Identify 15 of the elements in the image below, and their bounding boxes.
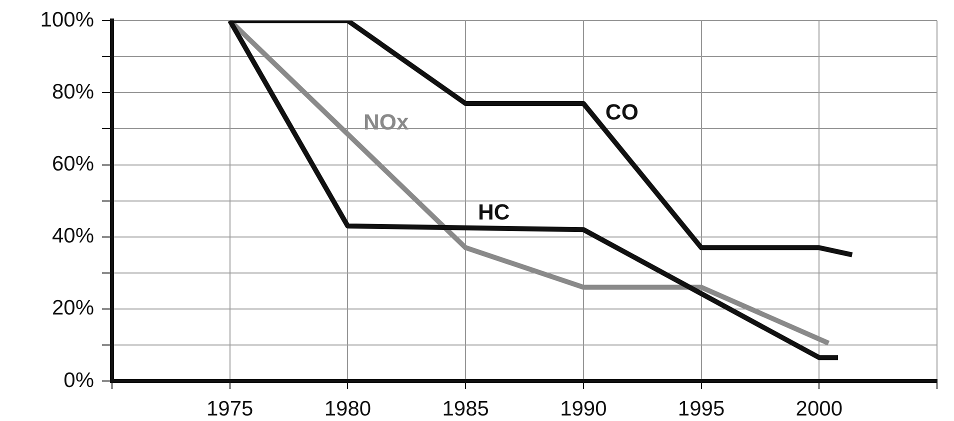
y-tick-label: 60% [52, 152, 94, 176]
x-tick-label: 1985 [442, 397, 489, 420]
x-tick-label: 1975 [206, 397, 254, 420]
x-tick-label: 1980 [324, 397, 372, 420]
x-tick-label: 1995 [678, 397, 725, 420]
x-tick-label: 2000 [796, 397, 842, 420]
y-tick-label: 80% [52, 80, 94, 104]
y-tick-label: 20% [52, 296, 94, 320]
series-label: NOx [364, 110, 410, 135]
series-label: HC [478, 199, 510, 224]
y-tick-label: 0% [64, 368, 94, 392]
series-label: CO [605, 100, 638, 125]
y-tick-label: 40% [52, 224, 94, 248]
y-tick-label: 100% [40, 8, 94, 32]
x-tick-label: 1990 [560, 397, 607, 420]
